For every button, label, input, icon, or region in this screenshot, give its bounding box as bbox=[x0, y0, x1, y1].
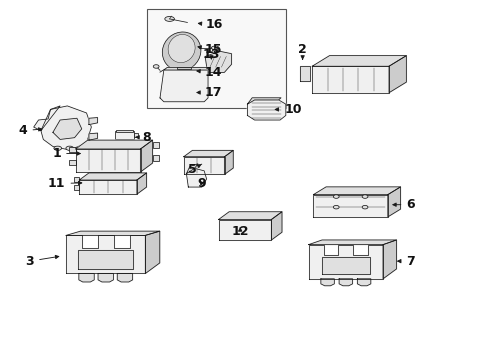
Polygon shape bbox=[219, 212, 282, 220]
Polygon shape bbox=[312, 56, 406, 66]
Bar bbox=[115, 131, 134, 139]
Polygon shape bbox=[79, 180, 137, 194]
Text: 8: 8 bbox=[136, 131, 151, 144]
Text: 5: 5 bbox=[188, 163, 202, 176]
Ellipse shape bbox=[162, 32, 201, 71]
Ellipse shape bbox=[333, 195, 339, 198]
Polygon shape bbox=[76, 149, 141, 172]
Bar bbox=[152, 155, 159, 161]
Bar bbox=[116, 130, 133, 132]
Polygon shape bbox=[186, 168, 207, 187]
Polygon shape bbox=[184, 157, 224, 174]
Polygon shape bbox=[247, 98, 281, 104]
Ellipse shape bbox=[78, 146, 86, 150]
Polygon shape bbox=[388, 187, 400, 217]
Polygon shape bbox=[34, 106, 60, 131]
Polygon shape bbox=[314, 195, 388, 217]
Polygon shape bbox=[146, 231, 160, 274]
Polygon shape bbox=[53, 118, 82, 139]
Polygon shape bbox=[312, 66, 389, 93]
Polygon shape bbox=[184, 150, 233, 157]
Polygon shape bbox=[164, 67, 210, 70]
Text: 4: 4 bbox=[19, 124, 42, 137]
Ellipse shape bbox=[165, 17, 174, 21]
Polygon shape bbox=[141, 140, 152, 172]
Text: 9: 9 bbox=[197, 177, 206, 190]
Ellipse shape bbox=[333, 206, 339, 209]
Polygon shape bbox=[309, 240, 396, 245]
Polygon shape bbox=[160, 70, 208, 102]
Text: 7: 7 bbox=[398, 255, 415, 267]
Bar bbox=[74, 177, 79, 182]
Polygon shape bbox=[389, 56, 406, 93]
Bar bbox=[147, 9, 286, 108]
Bar bbox=[191, 69, 203, 75]
Polygon shape bbox=[78, 250, 133, 269]
Polygon shape bbox=[41, 106, 91, 150]
Polygon shape bbox=[321, 279, 334, 286]
Polygon shape bbox=[79, 274, 94, 282]
Polygon shape bbox=[98, 274, 113, 282]
Polygon shape bbox=[322, 257, 369, 274]
Polygon shape bbox=[89, 118, 98, 125]
Polygon shape bbox=[205, 51, 232, 72]
Text: 3: 3 bbox=[25, 255, 59, 267]
Bar bbox=[152, 143, 159, 148]
Polygon shape bbox=[66, 235, 146, 274]
Text: 2: 2 bbox=[298, 43, 307, 59]
Polygon shape bbox=[247, 100, 286, 120]
Polygon shape bbox=[76, 140, 152, 149]
Ellipse shape bbox=[211, 46, 219, 50]
Text: 6: 6 bbox=[393, 198, 415, 211]
Polygon shape bbox=[89, 133, 98, 140]
Text: 14: 14 bbox=[197, 66, 222, 79]
Text: 11: 11 bbox=[48, 177, 82, 190]
Text: 1: 1 bbox=[52, 147, 80, 160]
Ellipse shape bbox=[66, 146, 74, 150]
Ellipse shape bbox=[153, 65, 159, 68]
Polygon shape bbox=[224, 150, 233, 174]
Polygon shape bbox=[314, 187, 400, 195]
Polygon shape bbox=[300, 66, 310, 81]
Polygon shape bbox=[357, 279, 371, 286]
Polygon shape bbox=[339, 279, 353, 286]
Polygon shape bbox=[309, 245, 383, 279]
Polygon shape bbox=[219, 220, 271, 240]
Bar bbox=[134, 133, 138, 137]
Ellipse shape bbox=[362, 195, 368, 198]
Polygon shape bbox=[66, 231, 160, 235]
Polygon shape bbox=[117, 274, 133, 282]
Bar bbox=[74, 185, 79, 190]
Bar bbox=[69, 147, 76, 153]
Text: 16: 16 bbox=[198, 18, 222, 31]
Polygon shape bbox=[383, 240, 396, 279]
Text: 13: 13 bbox=[203, 48, 220, 61]
Text: 15: 15 bbox=[198, 43, 222, 56]
Ellipse shape bbox=[362, 206, 368, 209]
Text: 10: 10 bbox=[275, 103, 302, 116]
Polygon shape bbox=[271, 212, 282, 240]
Ellipse shape bbox=[54, 146, 62, 150]
Polygon shape bbox=[79, 173, 147, 180]
Ellipse shape bbox=[168, 35, 195, 63]
Text: 17: 17 bbox=[197, 86, 222, 99]
Polygon shape bbox=[137, 173, 147, 194]
Polygon shape bbox=[186, 164, 198, 174]
Bar bbox=[69, 159, 76, 165]
Text: 12: 12 bbox=[231, 225, 249, 238]
Bar bbox=[177, 67, 191, 69]
